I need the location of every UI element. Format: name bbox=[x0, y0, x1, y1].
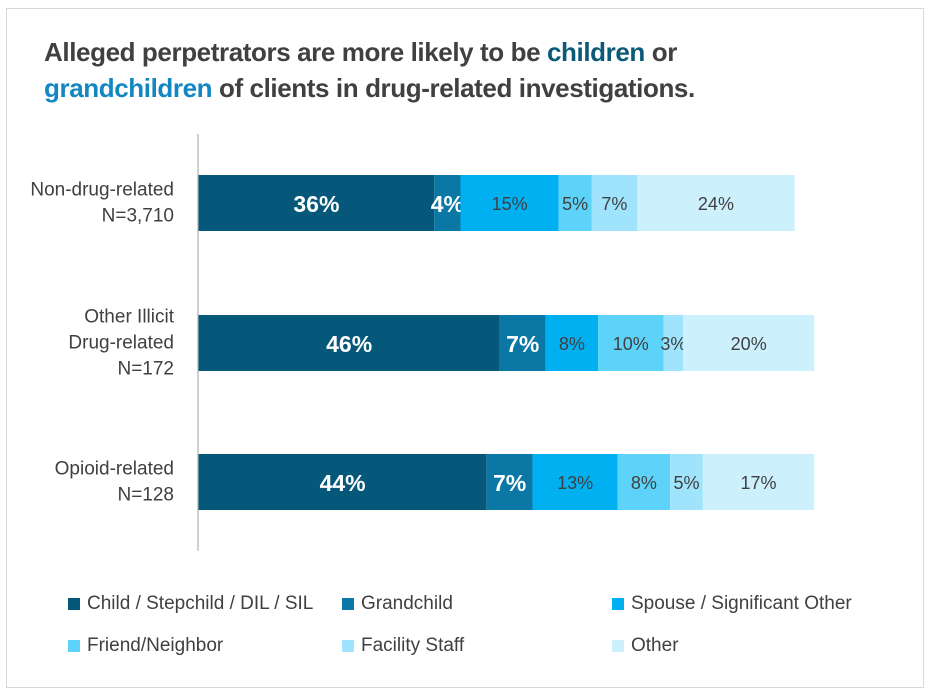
category-label: Non-drug-related bbox=[30, 180, 174, 201]
data-label: 13% bbox=[557, 473, 593, 493]
data-label: 5% bbox=[673, 473, 699, 493]
data-label: 3% bbox=[660, 334, 686, 354]
stacked-bar-chart: Non-drug-related N=3,710 36% 4% 15% 5% 7% 24% Ot… bbox=[30, 134, 815, 551]
data-label: 17% bbox=[741, 473, 777, 493]
data-label: 5% bbox=[562, 194, 588, 214]
data-label: 20% bbox=[731, 334, 767, 354]
bar-segment bbox=[617, 454, 671, 510]
data-label: 8% bbox=[559, 334, 585, 354]
data-label: 46% bbox=[326, 331, 372, 357]
bar-segment bbox=[702, 454, 815, 510]
bar-segment bbox=[670, 454, 703, 510]
bar-segment bbox=[532, 454, 618, 510]
data-label: 15% bbox=[492, 194, 528, 214]
category-label: Opioid-related bbox=[55, 459, 174, 480]
category-label: N=128 bbox=[117, 485, 174, 506]
bar-segment bbox=[683, 315, 815, 371]
bar-segment bbox=[558, 175, 592, 231]
bar-segment bbox=[198, 315, 500, 371]
category-label: Other Illicit bbox=[84, 307, 174, 328]
bar-segment bbox=[499, 315, 546, 371]
chart-title: Alleged perpetrators are more likely to … bbox=[44, 34, 864, 106]
bar-segment bbox=[434, 175, 461, 231]
data-label: 7% bbox=[506, 331, 539, 357]
data-label: 7% bbox=[493, 470, 526, 496]
bar-segment bbox=[198, 175, 435, 231]
bar-segment bbox=[637, 175, 795, 231]
data-label: 10% bbox=[613, 334, 649, 354]
bar-segment bbox=[460, 175, 559, 231]
bar-segment bbox=[591, 175, 638, 231]
category-label: Drug-related bbox=[68, 333, 174, 354]
data-label: 8% bbox=[631, 473, 657, 493]
title-highlight-grandchildren: grandchildren bbox=[44, 73, 213, 103]
title-highlight-children: children bbox=[546, 37, 645, 67]
title-part-2: or bbox=[644, 37, 678, 67]
data-label: 7% bbox=[601, 194, 627, 214]
bar-segment bbox=[663, 315, 684, 371]
data-label: 4% bbox=[431, 191, 464, 217]
data-label: 24% bbox=[698, 194, 734, 214]
data-label: 44% bbox=[320, 470, 366, 496]
bar-segment bbox=[486, 454, 533, 510]
bar-segment bbox=[545, 315, 599, 371]
category-label: N=3,710 bbox=[102, 206, 174, 227]
title-part-3: of clients in drug-related investigation… bbox=[212, 73, 695, 103]
bar-segment bbox=[598, 315, 664, 371]
data-label: 36% bbox=[293, 191, 339, 217]
category-label: N=172 bbox=[117, 359, 174, 380]
title-part-1: Alleged perpetrators are more likely to … bbox=[44, 37, 547, 67]
bar-segment bbox=[198, 454, 487, 510]
